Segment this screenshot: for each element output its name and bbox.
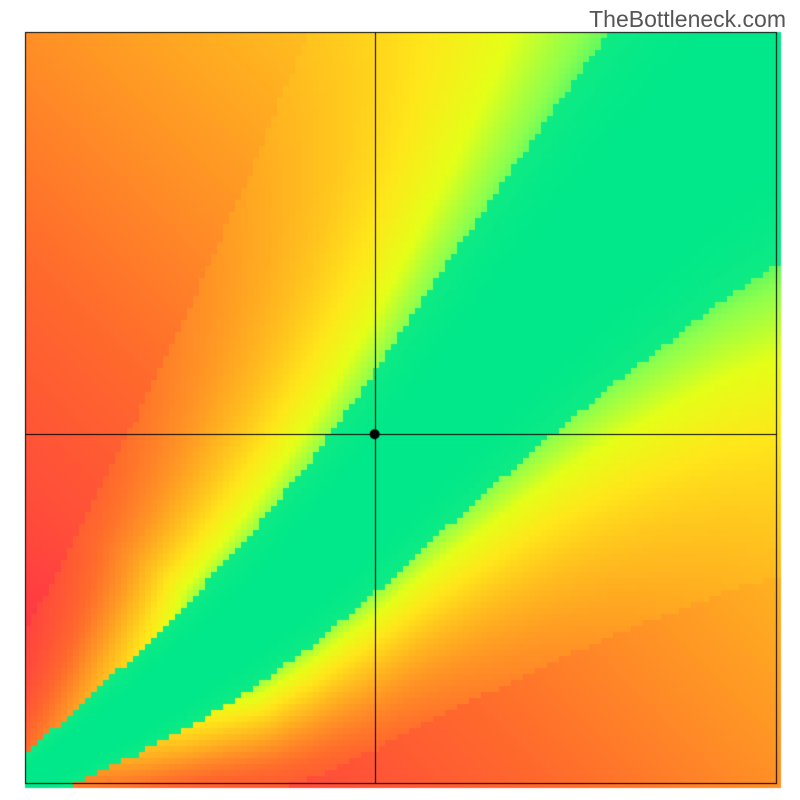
heatmap-canvas — [0, 0, 800, 800]
figure-container: TheBottleneck.com — [0, 0, 800, 800]
